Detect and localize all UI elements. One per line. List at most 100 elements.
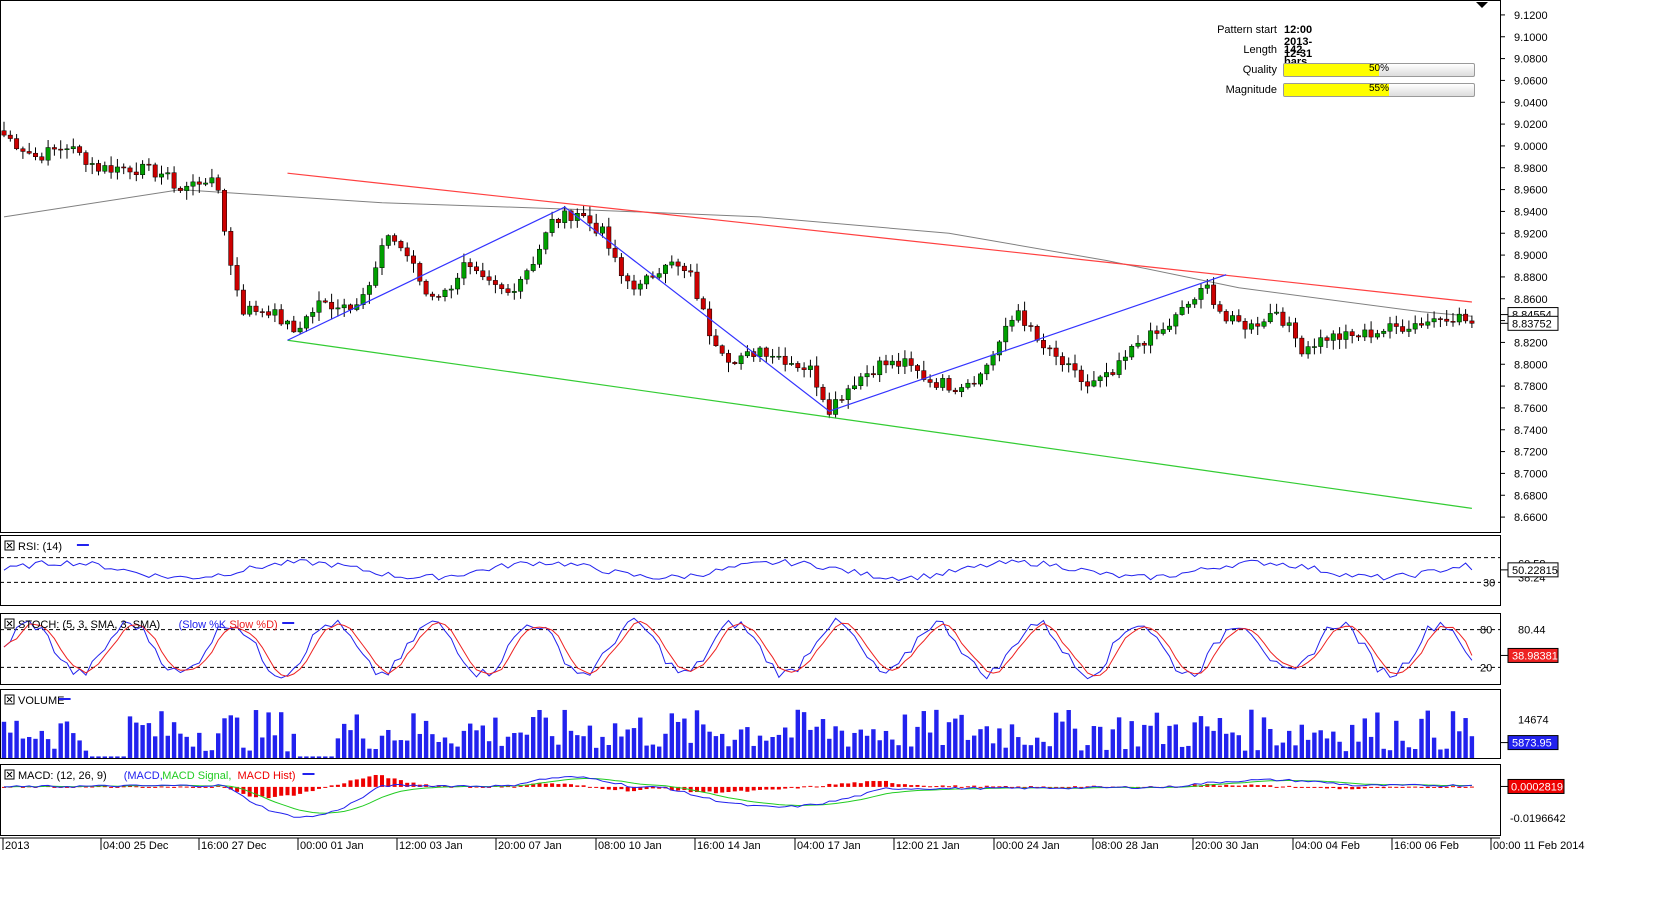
candle (329, 293, 335, 319)
candle (751, 348, 757, 362)
candle-body (1185, 303, 1191, 308)
candle-body (253, 305, 259, 312)
candle (398, 239, 404, 252)
macd-hist-bar (348, 780, 353, 787)
macd-line (3, 775, 1472, 818)
volume-bar (216, 733, 221, 758)
candle-body (530, 264, 536, 271)
macd-hist-bar (814, 786, 819, 788)
candle (1085, 374, 1091, 394)
macd-hist-bar (272, 786, 277, 797)
candle-body (1179, 307, 1185, 315)
macd-hist-bar (209, 786, 214, 788)
volume-bar (1035, 737, 1040, 758)
candle (259, 308, 265, 318)
candle-body (1167, 325, 1172, 330)
candle (26, 142, 32, 155)
candle (322, 298, 328, 304)
candle-body (776, 355, 782, 358)
volume-bar (102, 756, 107, 758)
macd-hist-bar (291, 786, 296, 796)
candle (1456, 307, 1462, 326)
volume-bar (1305, 739, 1311, 758)
macd-hist-bar (279, 786, 284, 796)
macd-hist-bar (1457, 786, 1462, 788)
volume-bar (493, 717, 498, 758)
candle (568, 209, 574, 229)
volume-bar (808, 729, 813, 758)
volume-bar (178, 733, 183, 758)
volume-bar (783, 727, 788, 758)
volume-bar (682, 718, 687, 758)
macd-hist-bar (1413, 786, 1418, 788)
candle (1217, 300, 1223, 314)
candle-body (1349, 331, 1355, 336)
candle (776, 346, 782, 360)
volume-bar (638, 717, 643, 758)
volume-bar (436, 741, 441, 758)
candle-body (1122, 356, 1128, 361)
volume-bar (310, 756, 315, 758)
stoch-label-0: STOCH: (5, 3, SMA, 3, SMA) (18, 619, 160, 631)
volume-bar (1110, 729, 1115, 758)
candle-body (719, 345, 725, 354)
macd-hist-bar (1419, 786, 1424, 788)
candle (1015, 304, 1021, 323)
candle (984, 363, 990, 381)
volume-bar (153, 736, 158, 758)
volume-bar (562, 709, 567, 758)
candle-body (467, 262, 473, 268)
candle-body (133, 171, 139, 175)
volume-bar (871, 729, 876, 758)
volume-bar (795, 709, 800, 758)
candle-body (915, 365, 920, 371)
candle (1255, 316, 1261, 336)
candle-body (921, 370, 927, 380)
candle (1, 121, 7, 138)
candle (915, 364, 920, 379)
candle (1368, 321, 1374, 344)
macd-hist-bar (310, 786, 315, 792)
candle-body (952, 389, 958, 392)
x-tick-label: 00:00 01 Jan (300, 840, 364, 852)
macd-hist-bar (1249, 784, 1254, 787)
candle-body (543, 232, 549, 250)
x-tick-label: 00:00 24 Jan (996, 840, 1060, 852)
volume-bar (833, 726, 838, 758)
candle (770, 348, 776, 364)
candle-body (429, 293, 435, 297)
candle-body (1211, 284, 1217, 305)
volume-bar (934, 709, 939, 758)
candle-body (940, 378, 946, 388)
candle-body (877, 360, 883, 376)
volume-bar (846, 746, 851, 758)
candle (39, 152, 45, 164)
candle-body (379, 245, 385, 268)
candle-body (20, 148, 26, 152)
candle (159, 165, 164, 185)
macd-hist-bar (569, 784, 573, 787)
candle-body (889, 360, 895, 366)
candle (448, 285, 454, 299)
price-tick-label: 9.0800 (1514, 54, 1548, 66)
volume-bars (1, 709, 1475, 758)
macd-hist-bar (203, 786, 208, 788)
candle-body (562, 210, 568, 223)
candle (215, 174, 221, 194)
macd-hist-bar (20, 786, 25, 788)
candle (1122, 350, 1128, 370)
candle (738, 352, 744, 370)
candle (417, 261, 423, 286)
candle (102, 161, 108, 174)
macd-hist-bar (1192, 784, 1197, 787)
candle-body (1217, 304, 1223, 312)
candle (385, 234, 391, 249)
volume-bar (1394, 720, 1399, 758)
volume-bar (1406, 747, 1412, 758)
candle-body (127, 167, 133, 173)
x-tick-label: 04:00 17 Jan (797, 840, 861, 852)
macd-hist-bar (1425, 786, 1430, 789)
candle-body (247, 305, 253, 315)
volume-bar (820, 719, 826, 758)
candle-body (1173, 314, 1179, 327)
